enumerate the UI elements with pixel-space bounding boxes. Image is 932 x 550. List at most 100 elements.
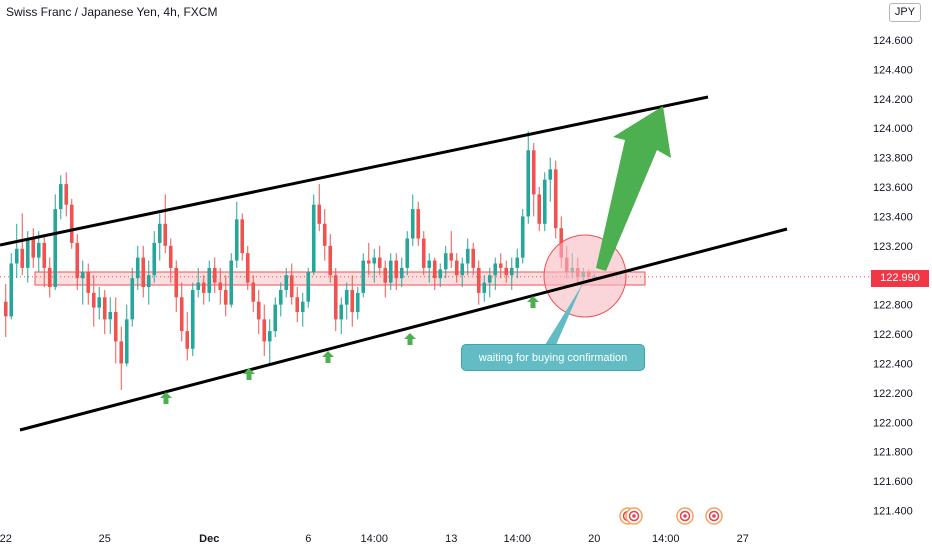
candle	[141, 245, 146, 298]
candle-body	[245, 253, 250, 283]
candle	[108, 297, 113, 335]
y-tick-label: 123.600	[873, 182, 913, 194]
candle-body	[190, 289, 195, 349]
candle	[130, 267, 135, 327]
candle-body	[179, 297, 184, 332]
candle	[196, 267, 201, 298]
candle	[80, 260, 85, 305]
event-icon[interactable]	[676, 507, 694, 525]
candle	[267, 319, 272, 364]
event-icon[interactable]	[625, 507, 643, 525]
candle	[454, 253, 459, 283]
y-tick-label: 124.200	[873, 94, 913, 106]
candle-body	[218, 282, 223, 290]
candle	[31, 228, 36, 268]
candle-body	[267, 331, 272, 342]
candle-body	[300, 301, 305, 313]
candle-body	[350, 289, 355, 313]
y-tick-label: 124.600	[873, 35, 913, 47]
candle	[69, 198, 74, 249]
candle-body	[487, 275, 492, 283]
candle	[394, 253, 399, 290]
candle-body	[124, 319, 129, 364]
candle	[509, 257, 514, 290]
event-icons[interactable]	[619, 507, 723, 525]
candle	[372, 248, 377, 283]
candle-body	[509, 267, 514, 276]
candle	[361, 253, 366, 298]
candle	[482, 275, 487, 302]
candle	[53, 194, 58, 290]
candle-body	[416, 209, 421, 239]
candle-body	[273, 304, 278, 332]
candle	[399, 257, 404, 288]
event-icon[interactable]	[705, 507, 723, 525]
candle	[240, 213, 245, 261]
candle	[262, 304, 267, 357]
candle	[113, 297, 118, 364]
candle-body	[196, 282, 201, 290]
candle	[102, 289, 107, 335]
candle	[124, 304, 129, 367]
candle-body	[168, 245, 173, 268]
candle	[86, 263, 91, 305]
support-marker-icon	[404, 333, 416, 345]
candle-body	[317, 204, 322, 224]
candle-body	[234, 219, 239, 261]
candle-body	[471, 248, 476, 268]
x-tick-label: 25	[99, 533, 111, 545]
candle	[427, 253, 432, 283]
y-tick-label: 123.200	[873, 241, 913, 253]
candle-body	[306, 272, 311, 302]
candle	[493, 257, 498, 290]
current-price-tag: 122.990	[871, 270, 929, 287]
candle	[97, 287, 102, 320]
candle	[487, 267, 492, 298]
y-tick-label: 122.000	[873, 417, 913, 429]
candle-body	[476, 267, 481, 293]
y-tick-label: 124.000	[873, 123, 913, 135]
candle-body	[146, 275, 151, 288]
currency-badge[interactable]: JPY	[889, 3, 921, 22]
candle-body	[201, 282, 206, 293]
candle-body	[207, 267, 212, 293]
candle-body	[289, 275, 294, 298]
y-tick-label: 121.400	[873, 506, 913, 518]
candle-body	[9, 263, 14, 317]
candle	[174, 260, 179, 313]
candle	[548, 157, 553, 202]
candle-body	[14, 248, 19, 264]
candle-body	[383, 267, 388, 283]
candle-body	[339, 304, 344, 320]
candle-body	[174, 267, 179, 298]
candle-body	[493, 263, 498, 276]
candle-body	[47, 267, 52, 288]
candle	[383, 260, 388, 298]
candle	[520, 209, 525, 264]
candle-body	[53, 209, 58, 288]
candle-body	[322, 223, 327, 246]
candle	[58, 175, 63, 220]
candle-body	[284, 275, 289, 290]
x-tick-label: 27	[737, 533, 749, 545]
x-axis[interactable]: 22 25 Dec 6 14:00 13 14:00 20 14:00 27	[0, 533, 749, 545]
candle	[317, 184, 322, 232]
candle	[526, 131, 531, 224]
candle-body	[361, 260, 366, 293]
candle-body	[372, 257, 377, 264]
candle-body	[42, 242, 47, 268]
candle-body	[58, 184, 63, 210]
candle-body	[295, 297, 300, 313]
candle-body	[520, 216, 525, 258]
candle-body	[454, 260, 459, 276]
candle	[377, 245, 382, 276]
candle	[449, 231, 454, 268]
candle	[157, 213, 162, 261]
candle	[443, 245, 448, 279]
candle-body	[449, 253, 454, 261]
candle	[289, 263, 294, 305]
candle-body	[141, 257, 146, 288]
trendlines	[0, 95, 788, 432]
target-arrow	[596, 106, 671, 271]
